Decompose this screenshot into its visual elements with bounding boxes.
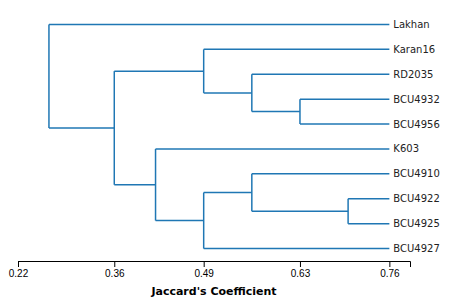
leaf-branch: [300, 98, 389, 100]
leaf-label: Lakhan: [393, 19, 429, 30]
leaf-labels: Lakhan Karan16 RD2035 BCU4932 BCU4956 K603 BCU…: [393, 19, 439, 254]
x-tick: 0.76: [380, 261, 400, 279]
leaf-branch: [348, 198, 389, 200]
leaf-label: BCU4910: [393, 168, 439, 179]
leaf-label: BCU4927: [393, 243, 439, 254]
x-tick-label: 0.49: [194, 268, 214, 279]
leaf-label: Karan16: [393, 44, 435, 55]
merge: [251, 174, 253, 211]
merge: [251, 74, 253, 111]
leaf-branch: [204, 49, 390, 51]
branch: [204, 192, 252, 194]
leaf-branch: [204, 248, 390, 250]
branch: [114, 184, 155, 186]
branch: [252, 111, 300, 113]
x-tick: 0.36: [105, 261, 125, 279]
merge: [299, 99, 301, 124]
branch: [49, 127, 114, 129]
x-axis-title: Jaccard's Coefficient: [150, 285, 276, 298]
x-tick-mark: [204, 261, 205, 267]
leaf-branch: [252, 74, 390, 76]
leaf-label: BCU4922: [393, 193, 439, 204]
tree: [49, 24, 389, 248]
branch: [204, 92, 252, 94]
x-tick-mark: [18, 261, 19, 267]
leaf-label: BCU4956: [393, 119, 439, 130]
leaf-label: BCU4925: [393, 218, 439, 229]
merge: [347, 199, 349, 224]
merge: [48, 24, 50, 127]
merge: [114, 71, 116, 185]
x-axis-line: [19, 262, 411, 268]
x-tick-mark: [300, 261, 301, 267]
x-tick: 0.63: [291, 261, 311, 279]
x-tick: 0.49: [194, 261, 214, 279]
x-axis: 0.22 0.36 0.49 0.63 0.76: [9, 261, 411, 279]
branch: [252, 210, 348, 212]
chart: Lakhan Karan16 RD2035 BCU4932 BCU4956 K603 BCU…: [0, 0, 474, 303]
x-tick-mark: [389, 261, 390, 267]
leaf-label: K603: [393, 143, 419, 154]
merge: [155, 149, 157, 221]
x-tick: 0.22: [9, 261, 29, 279]
x-tick-label: 0.36: [105, 268, 125, 279]
leaf-branch: [156, 148, 390, 150]
branch: [156, 220, 204, 222]
leaf-label: RD2035: [393, 69, 433, 80]
leaf-branch: [49, 24, 389, 26]
x-tick-mark: [114, 261, 115, 267]
x-tick-label: 0.63: [291, 268, 311, 279]
merge: [203, 49, 205, 93]
plot: Lakhan Karan16 RD2035 BCU4932 BCU4956 K603 BCU…: [9, 19, 440, 279]
leaf-label: BCU4932: [393, 94, 439, 105]
leaf-branch: [252, 173, 390, 175]
x-tick-label: 0.22: [9, 268, 29, 279]
leaf-branch: [300, 123, 389, 125]
x-tick-label: 0.76: [380, 268, 400, 279]
branch: [114, 70, 203, 72]
merge: [203, 193, 205, 249]
leaf-branch: [348, 223, 389, 225]
